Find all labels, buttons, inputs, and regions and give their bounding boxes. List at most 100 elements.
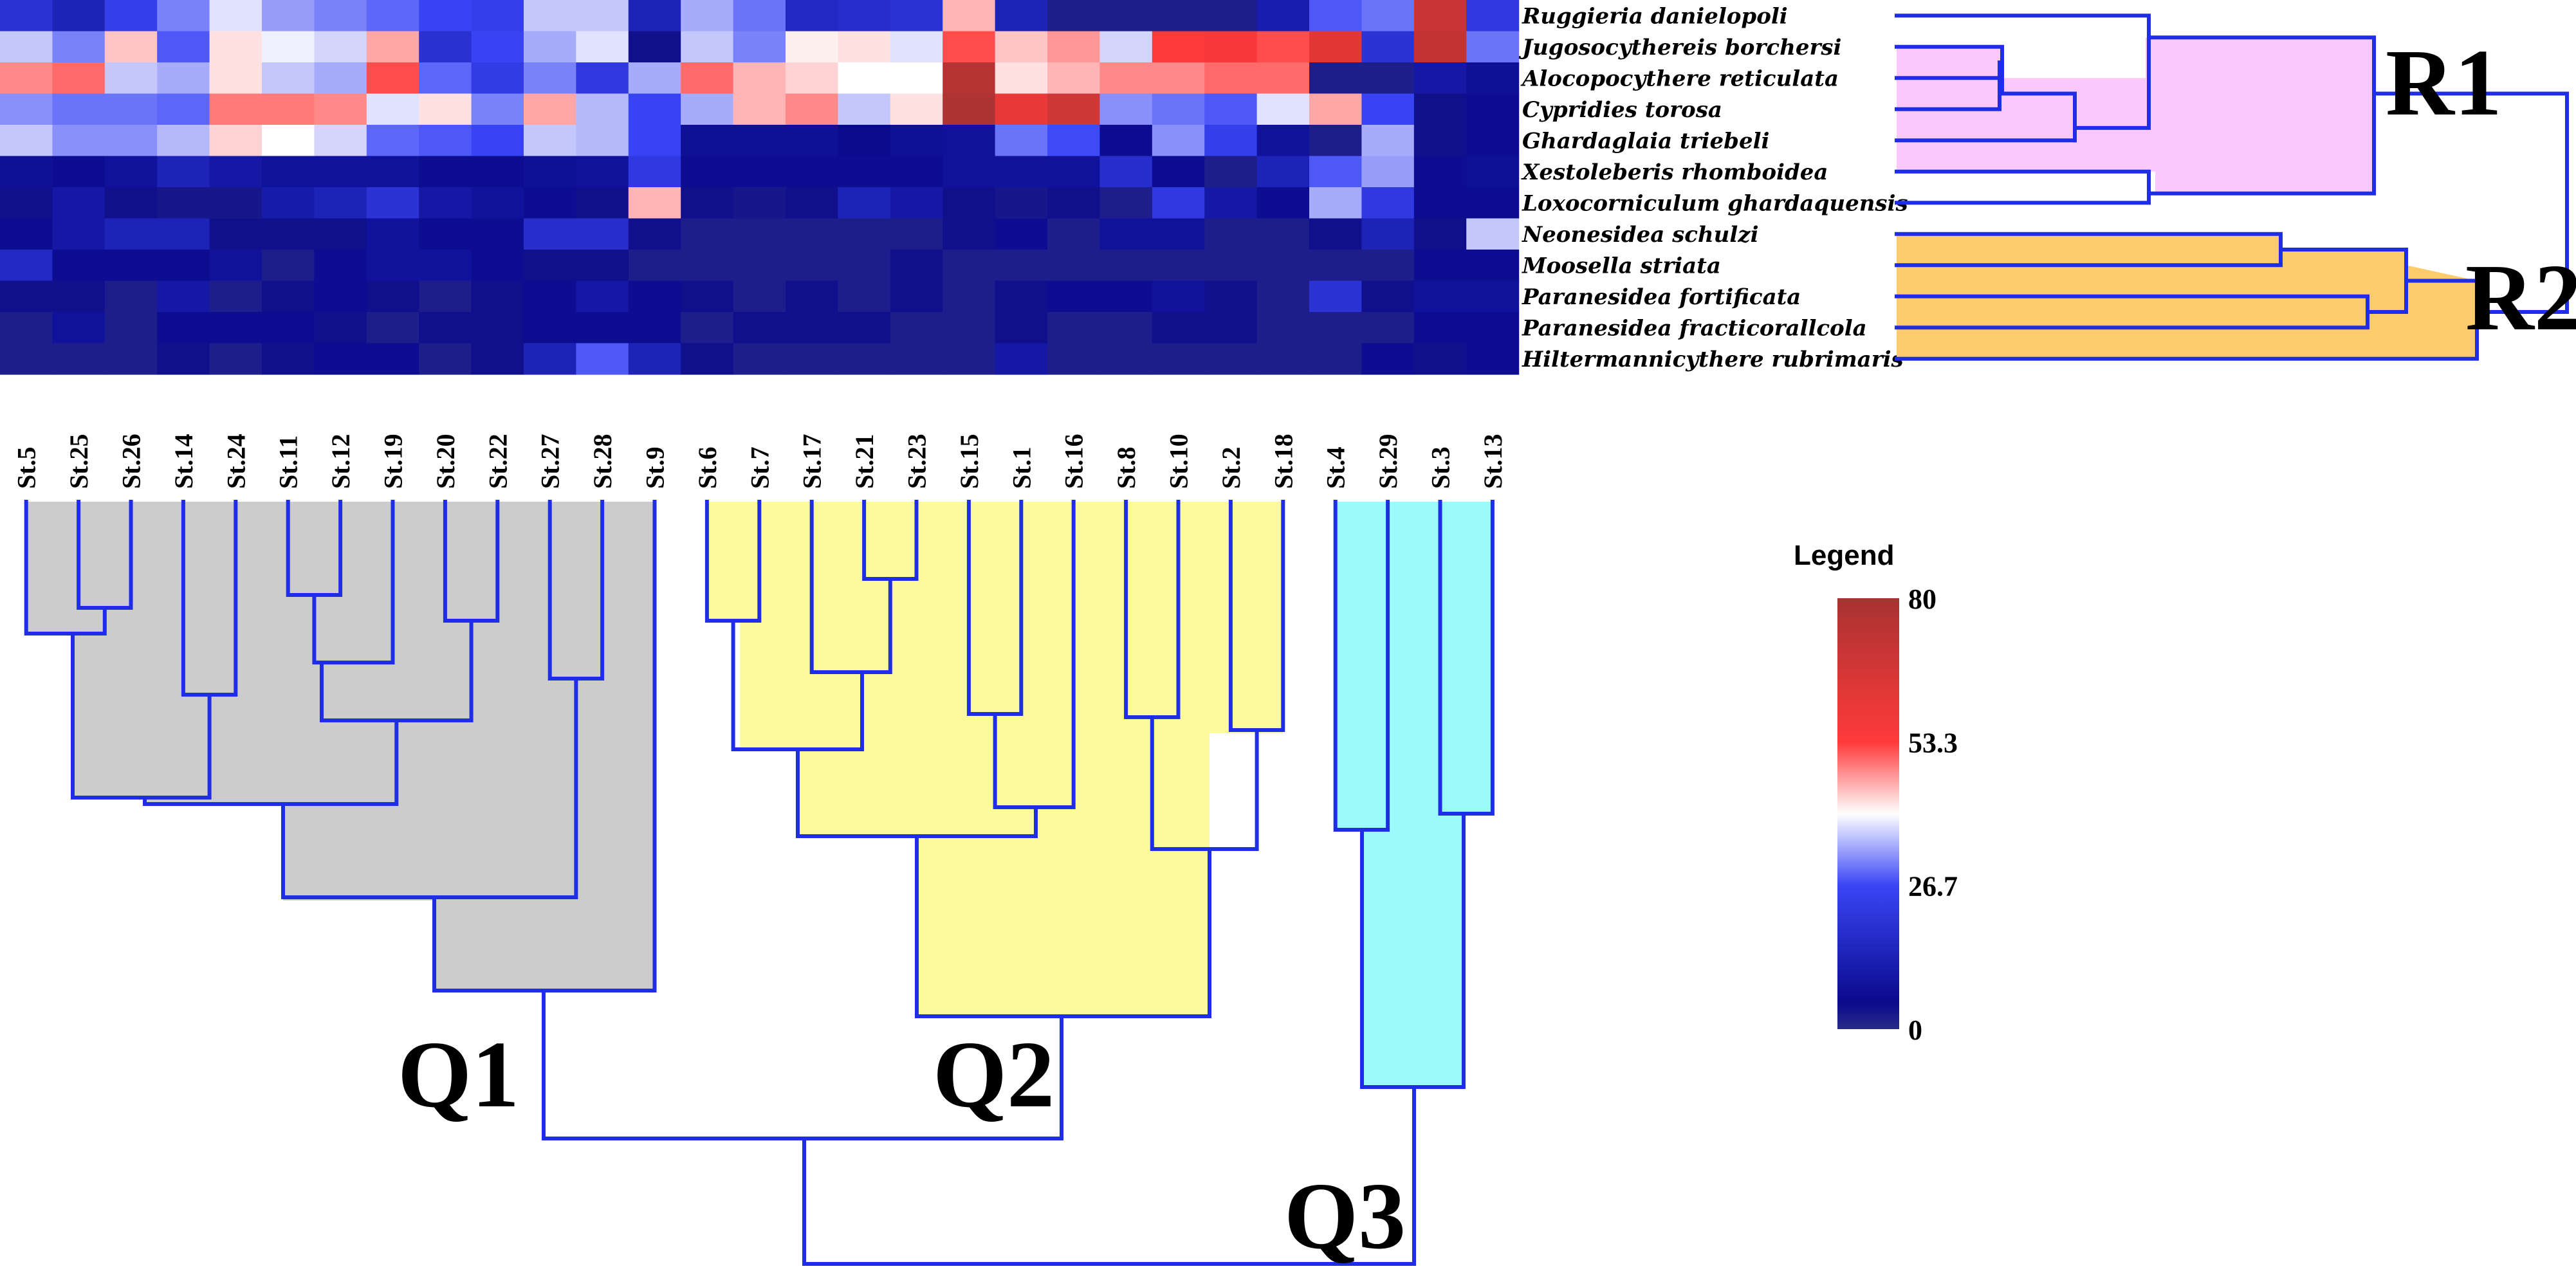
heatmap-cell — [1466, 218, 1520, 250]
heatmap-cell — [838, 218, 891, 250]
heatmap-cell — [681, 125, 734, 157]
heatmap-cell — [52, 218, 106, 250]
heatmap-cell — [471, 125, 524, 157]
heatmap-cell — [681, 62, 734, 95]
heatmap-cell — [471, 31, 524, 63]
heatmap-cell — [1256, 62, 1310, 95]
heatmap-cell — [1047, 187, 1100, 219]
column-dendrogram-branch — [281, 677, 578, 899]
heatmap-cell — [1099, 218, 1153, 250]
heatmap-cell — [1204, 62, 1258, 95]
heatmap-cell — [733, 0, 786, 32]
column-dendrogram-branch — [143, 718, 399, 806]
heatmap-cell — [209, 62, 262, 95]
heatmap-cell — [104, 93, 158, 125]
station-label: St.6 — [693, 446, 722, 489]
heatmap-cell — [1047, 0, 1100, 32]
heatmap-cell — [1099, 156, 1153, 188]
heatmap-cell — [1099, 62, 1153, 95]
heatmap-cell — [576, 280, 629, 313]
heatmap-cell — [209, 0, 262, 32]
heatmap-cell — [1256, 93, 1310, 125]
heatmap-cell — [419, 250, 472, 282]
heatmap-cell — [786, 93, 838, 125]
species-label: Xestoleberis rhomboidea — [1521, 160, 1828, 185]
heatmap-cell — [628, 280, 681, 313]
heatmap-cell — [0, 187, 53, 219]
heatmap-cell — [1047, 343, 1100, 375]
heatmap-cell — [0, 343, 53, 375]
heatmap-cell — [157, 312, 210, 344]
heatmap-cell — [262, 218, 315, 250]
heatmap-cell — [1152, 312, 1205, 344]
legend-color-bar — [1837, 598, 1899, 1029]
heatmap-cell — [1099, 343, 1153, 375]
heatmap-cell — [1413, 62, 1467, 95]
heatmap-cell — [1152, 343, 1205, 375]
station-label: St.26 — [117, 434, 146, 489]
station-label: St.14 — [169, 434, 198, 489]
heatmap-cell — [314, 125, 367, 157]
heatmap-cell — [0, 125, 53, 157]
heatmap-cell — [1413, 312, 1467, 344]
heatmap-cell — [524, 280, 576, 313]
heatmap-cell — [0, 218, 53, 250]
heatmap-cell — [943, 312, 996, 344]
heatmap-cell — [471, 0, 524, 32]
heatmap-cell — [419, 312, 472, 344]
heatmap-cell — [576, 62, 629, 95]
heatmap-cell — [366, 218, 419, 250]
legend-title: Legend — [1794, 540, 1894, 571]
heatmap-cell — [1047, 250, 1100, 282]
heatmap-cell — [157, 62, 210, 95]
heatmap-cell — [262, 125, 315, 157]
heatmap-cell — [209, 93, 262, 125]
heatmap-cell — [786, 250, 838, 282]
heatmap-cell — [1099, 250, 1153, 282]
heatmap-cell — [1361, 31, 1415, 63]
heatmap-cell — [1152, 156, 1205, 188]
heatmap-cell — [733, 187, 786, 219]
heatmap-cell — [628, 343, 681, 375]
row-dendrogram-branch — [1895, 294, 2369, 330]
heatmap-cell — [157, 125, 210, 157]
heatmap-cell — [786, 62, 838, 95]
heatmap-cell — [524, 93, 576, 125]
heatmap-cell — [0, 156, 53, 188]
row-dendrogram-branch — [2073, 87, 2151, 130]
heatmap-cell — [1466, 31, 1520, 63]
heatmap-cell — [733, 280, 786, 313]
heatmap-cell — [1047, 125, 1100, 157]
heatmap-cell — [943, 156, 996, 188]
heatmap-cell — [786, 218, 838, 250]
heatmap-cell — [209, 280, 262, 313]
heatmap-cell — [943, 250, 996, 282]
heatmap-cell — [576, 125, 629, 157]
heatmap-cell — [1047, 156, 1100, 188]
heatmap-cell — [262, 31, 315, 63]
heatmap-cell — [1466, 312, 1520, 344]
heatmap-cell — [838, 93, 891, 125]
heatmap-cell — [1256, 31, 1310, 63]
heatmap-cell — [314, 0, 367, 32]
heatmap-cell — [1413, 93, 1467, 125]
heatmap-cell — [524, 31, 576, 63]
species-label: Jugosocythereis borchersi — [1518, 35, 1841, 60]
column-dendrogram-branch — [809, 500, 892, 674]
heatmap-cell — [0, 93, 53, 125]
heatmap-cell — [1099, 280, 1153, 313]
heatmap-cell — [733, 62, 786, 95]
heatmap-cell — [262, 280, 315, 313]
cluster-label-r2: R2 — [2465, 245, 2576, 351]
station-label: St.16 — [1060, 434, 1089, 489]
heatmap-cell — [52, 343, 106, 375]
heatmap-cell — [1047, 312, 1100, 344]
station-label: St.25 — [64, 434, 93, 489]
heatmap-cell — [262, 0, 315, 32]
heatmap-cell — [995, 93, 1048, 125]
heatmap-cell — [995, 312, 1048, 344]
heatmap-cell — [262, 312, 315, 344]
station-label: St.13 — [1478, 434, 1507, 489]
row-dendrogram-branch — [1895, 60, 2001, 111]
